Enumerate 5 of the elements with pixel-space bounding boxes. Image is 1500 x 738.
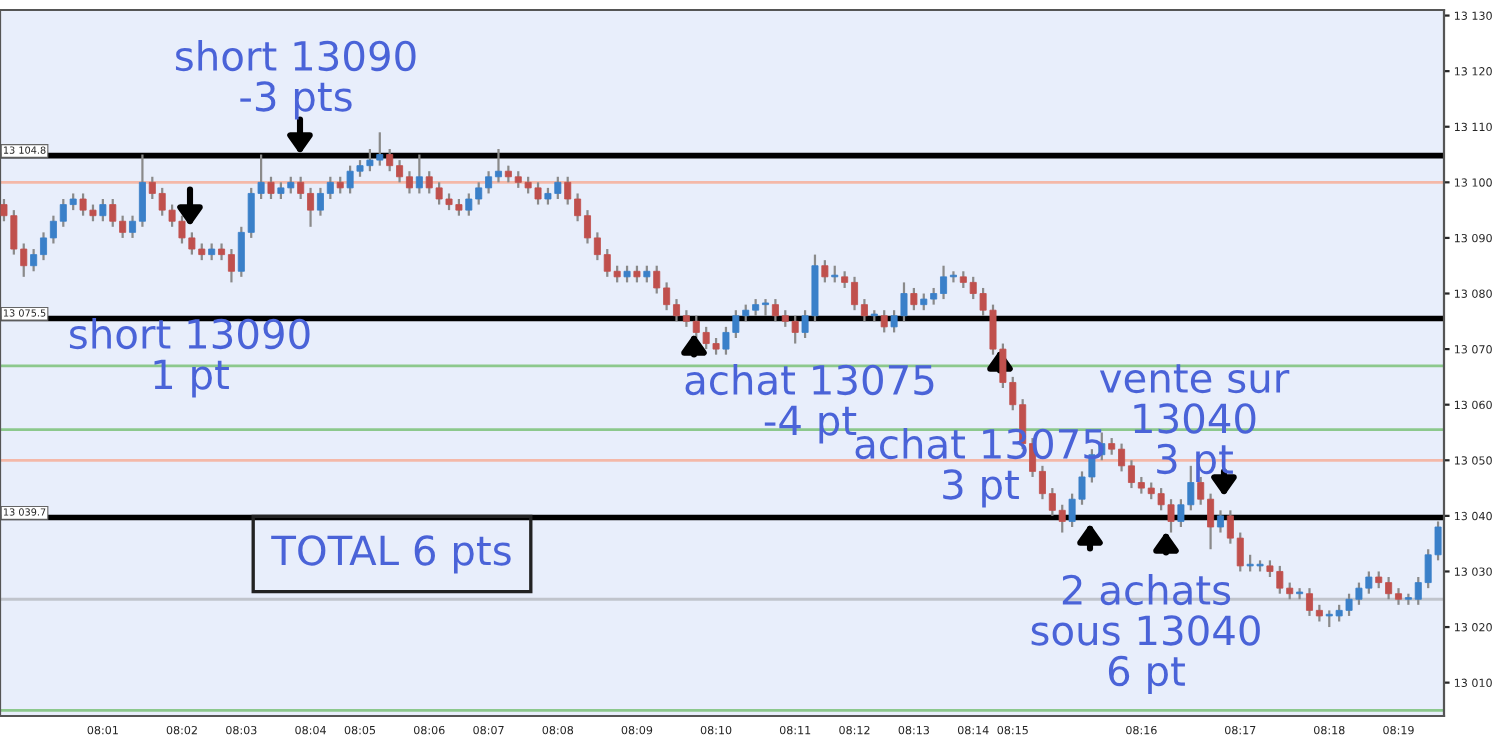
- annotation: TOTAL 6 pts: [271, 535, 511, 574]
- annotation: short 13090 -3 pts: [175, 40, 416, 120]
- annotation: short 13090 1 pt: [69, 318, 310, 398]
- annotation: vente sur 13040 3 pt: [1099, 364, 1290, 482]
- annotation: 2 achats sous 13040 6 pt: [1031, 574, 1260, 694]
